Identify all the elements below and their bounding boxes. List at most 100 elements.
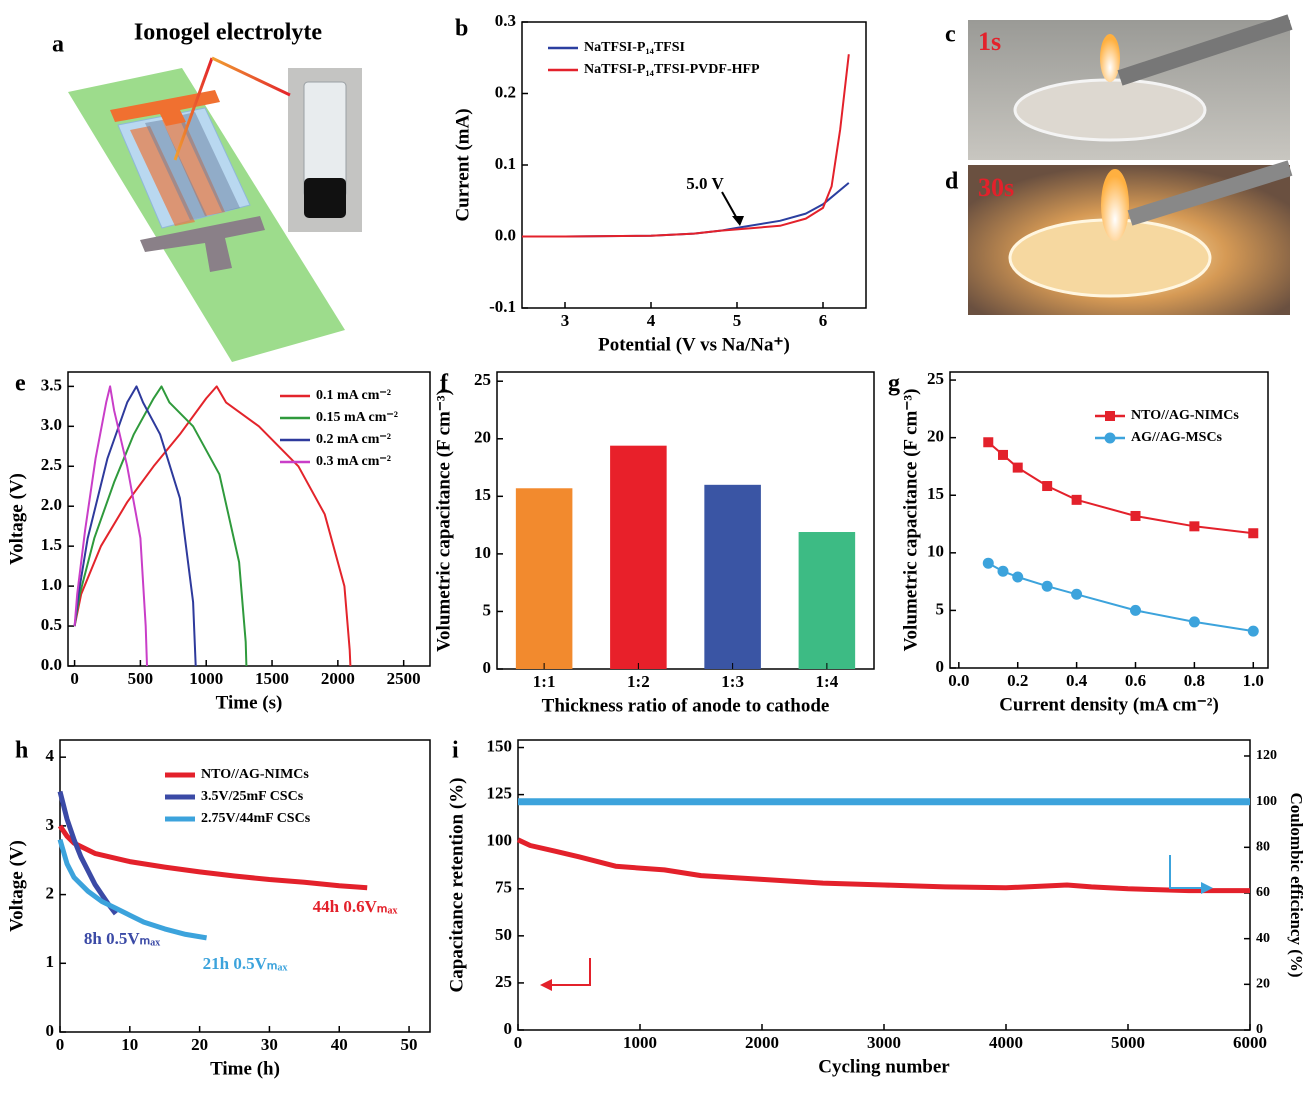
marker [1042,581,1053,592]
marker [1189,521,1199,531]
x-tick-label: 0.6 [1125,671,1146,690]
x-tick-label: 50 [401,1035,418,1054]
y-tick-label: 2.0 [41,495,62,514]
y2-tick-label: 40 [1256,931,1270,946]
bar [610,446,667,669]
x-tick-label: 6000 [1233,1033,1267,1052]
y-axis-label: Current (mA) [452,108,473,221]
y-tick-label: 1 [46,952,55,971]
marker [1189,616,1200,627]
y-tick-label: 5 [483,600,492,619]
legend-label: NaTFSI-P₁₄TFSI [584,40,685,55]
flame [1101,169,1129,241]
y-tick-label: 0.1 [495,154,516,173]
y-tick-label: 3 [46,815,55,834]
chart: b-0.10.00.10.20.33456Potential (V vs Na/… [452,11,866,355]
legend-marker [1105,433,1116,444]
y-tick-label: 10 [927,542,944,561]
x-tick-label: 1:3 [721,672,744,691]
x-tick-label: 2500 [387,669,421,688]
y-tick-label: 0 [46,1021,55,1040]
legend-label: 0.2 mA cm⁻² [316,432,391,447]
legend-marker [1105,411,1115,421]
x-tick-label: 0 [70,669,79,688]
dish [1015,80,1205,140]
x-tick-label: 500 [128,669,154,688]
panel-letter: i [452,738,459,764]
bar [704,485,761,669]
x-tick-label: 3 [561,311,570,330]
x-axis-label: Cycling number [818,1056,950,1077]
legend-label: AG//AG-MSCs [1131,430,1223,445]
y-tick-label: 20 [474,428,491,447]
y-tick-label: 0.0 [495,225,516,244]
x-tick-label: 2000 [745,1033,779,1052]
y-tick-label: 1.5 [41,535,62,554]
series-line [518,840,1250,891]
panel-a: a Ionogel electrolyte [52,20,362,363]
x-tick-label: 1000 [623,1033,657,1052]
panel-letter: b [455,16,468,42]
series-line [522,54,849,236]
panel-letter: c [945,22,956,48]
x-tick-label: 1.0 [1243,671,1264,690]
series-line [75,386,196,666]
legend-label: NTO//AG-NIMCs [1131,408,1239,423]
y-tick-label: 0 [936,657,945,676]
x-tick-label: 0.0 [948,671,969,690]
series-line [60,826,367,888]
y2-tick-label: 60 [1256,885,1270,900]
annotation: 5.0 V [686,174,724,193]
x-tick-label: 1:2 [627,672,650,691]
x-tick-label: 0.4 [1066,671,1088,690]
marker [1013,463,1023,473]
arrow [540,979,552,991]
legend-label: 0.3 mA cm⁻² [316,454,391,469]
x-axis-label: Current density (mA cm⁻²) [999,694,1219,715]
y-tick-label: 0.5 [41,615,62,634]
chart: f0510152025Thickness ratio of anode to c… [433,370,874,716]
flame [1100,34,1120,82]
y-tick-label: 0.3 [495,11,516,30]
y2-tick-label: 100 [1256,794,1277,809]
x-tick-label: 40 [331,1035,348,1054]
x-tick-label: 3000 [867,1033,901,1052]
y-tick-label: 50 [495,925,512,944]
legend-label: NTO//AG-NIMCs [201,767,309,782]
y-tick-label: 2 [46,883,55,902]
x-tick-label: 0 [56,1035,65,1054]
plot-frame [60,740,430,1032]
y2-axis-label: Coulombic efficiency (%) [1287,792,1306,977]
legend-label: 3.5V/25mF CSCs [201,789,304,804]
panel-c: c 1s [945,20,1290,160]
y-axis-label: Capacitance retention (%) [446,778,467,993]
y-tick-label: 10 [474,543,491,562]
legend-label: NaTFSI-P₁₄TFSI-PVDF-HFP [584,62,760,77]
y-tick-label: 3.0 [41,415,62,434]
series-line [75,386,351,666]
y-tick-label: 20 [927,427,944,446]
y-tick-label: 4 [46,746,55,765]
x-tick-label: 6 [819,311,828,330]
marker [1071,589,1082,600]
series-line [988,442,1253,533]
panel-letter: g [888,371,900,397]
y-tick-label: 25 [474,370,491,389]
y-tick-label: 75 [495,878,512,897]
y-axis-label: Voltage (V) [6,840,27,932]
marker [1131,511,1141,521]
legend-label: 0.15 mA cm⁻² [316,410,398,425]
y-tick-label: 2.5 [41,455,62,474]
legend-label: 2.75V/44mF CSCs [201,811,311,826]
marker [998,566,1009,577]
panel-letter: a [52,32,64,58]
marker [1248,626,1259,637]
figure: a Ionogel electrolyte c 1s d 30s b-0.10.… [0,0,1306,1089]
marker [1042,481,1052,491]
x-tick-label: 0.2 [1007,671,1028,690]
panel-letter: d [945,169,959,195]
marker [1012,572,1023,583]
marker [983,437,993,447]
